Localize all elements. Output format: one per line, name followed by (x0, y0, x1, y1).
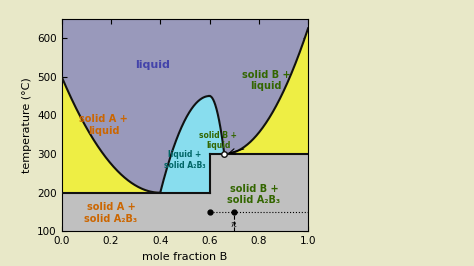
Text: solid B +
liquid: solid B + liquid (242, 70, 291, 91)
Polygon shape (210, 96, 224, 154)
Polygon shape (210, 154, 308, 231)
X-axis label: mole fraction B: mole fraction B (142, 252, 228, 262)
Text: solid A +
liquid: solid A + liquid (79, 114, 128, 136)
Text: solid B +
solid A₂B₃: solid B + solid A₂B₃ (228, 184, 281, 205)
Text: solid B +
liquid: solid B + liquid (199, 131, 237, 150)
Polygon shape (160, 96, 210, 193)
Polygon shape (62, 77, 160, 193)
Text: $\mathcal{R}$: $\mathcal{R}$ (230, 220, 238, 229)
Text: liquid: liquid (136, 60, 170, 70)
Text: liquid +
solid A₂B₃: liquid + solid A₂B₃ (164, 150, 206, 169)
Text: solid A +
solid A₂B₃: solid A + solid A₂B₃ (84, 202, 137, 224)
Polygon shape (224, 28, 308, 154)
Polygon shape (62, 19, 308, 193)
Polygon shape (62, 193, 210, 231)
Y-axis label: temperature (°C): temperature (°C) (22, 77, 32, 173)
